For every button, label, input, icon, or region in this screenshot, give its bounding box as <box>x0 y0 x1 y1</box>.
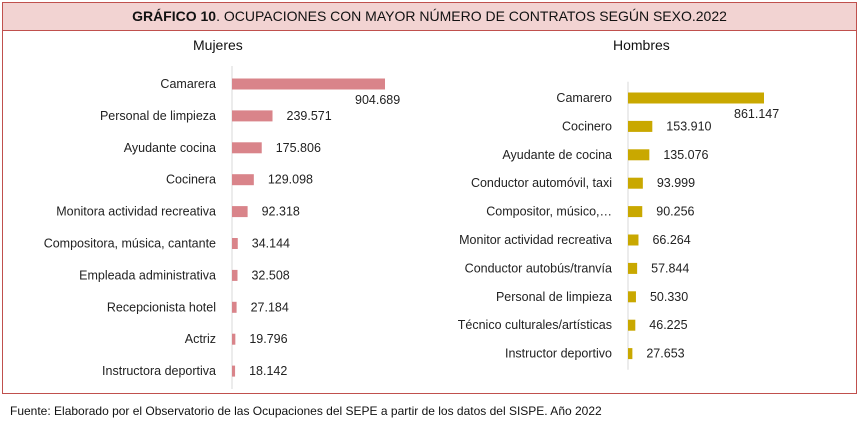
bar-charts: Camarera 904.689 Personal de limpieza 239.5… <box>44 66 779 390</box>
mujeres-value-label-8: 19.796 <box>249 332 287 346</box>
hombres-value-label-4: 90.256 <box>656 205 694 219</box>
chart-title: GRÁFICO 10. OCUPACIONES CON MAYOR NÚMERO… <box>3 3 856 31</box>
mujeres-category-label-9: Instructora deportiva <box>102 364 216 378</box>
hombres-bar-5 <box>628 234 639 246</box>
hombres-panel-title: Hombres <box>613 37 670 53</box>
mujeres-category-label-1: Personal de limpieza <box>100 109 216 123</box>
mujeres-category-label-7: Recepcionista hotel <box>107 300 216 314</box>
hombres-category-label-9: Instructor deportivo <box>505 347 612 361</box>
mujeres-category-label-2: Ayudante cocina <box>124 141 216 155</box>
hombres-category-label-8: Técnico culturales/artísticas <box>458 318 612 332</box>
mujeres-category-label-8: Actriz <box>185 332 216 346</box>
hombres-bar-6 <box>628 262 638 274</box>
hombres-value-label-8: 46.225 <box>649 318 687 332</box>
mujeres-bar-7 <box>232 301 237 313</box>
mujeres-bar-5 <box>232 238 238 249</box>
hombres-bar-8 <box>628 319 636 331</box>
mujeres-value-label-3: 129.098 <box>268 173 313 187</box>
mujeres-bar-3 <box>232 174 254 186</box>
mujeres-bar-9 <box>232 365 236 377</box>
hombres-value-label-2: 135.076 <box>663 148 708 162</box>
hombres-bar-3 <box>628 177 643 189</box>
mujeres-category-label-3: Cocinera <box>166 173 216 187</box>
hombres-bar-1 <box>628 120 653 132</box>
mujeres-bar-0 <box>232 78 385 90</box>
mujeres-value-label-5: 34.144 <box>252 237 290 251</box>
title-rest: . OCUPACIONES CON MAYOR NÚMERO DE CONTRA… <box>216 8 727 24</box>
hombres-bar-2 <box>628 149 650 161</box>
mujeres-panel-title: Mujeres <box>193 37 243 53</box>
hombres-category-label-3: Conductor automóvil, taxi <box>471 176 612 190</box>
mujeres-category-label-6: Empleada administrativa <box>79 268 216 282</box>
hombres-value-label-0: 861.147 <box>734 107 779 121</box>
mujeres-bar-1 <box>232 110 273 122</box>
hombres-bar-9 <box>628 348 633 360</box>
hombres-category-label-1: Cocinero <box>562 119 612 133</box>
mujeres-value-label-0: 904.689 <box>355 93 400 107</box>
mujeres-value-label-9: 18.142 <box>249 364 287 378</box>
mujeres-value-label-1: 239.571 <box>287 109 332 123</box>
chart-frame: GRÁFICO 10. OCUPACIONES CON MAYOR NÚMERO… <box>2 2 857 394</box>
mujeres-value-label-4: 92.318 <box>262 205 300 219</box>
mujeres-bar-4 <box>232 206 248 218</box>
hombres-category-label-7: Personal de limpieza <box>496 290 612 304</box>
hombres-bar-0 <box>628 92 764 104</box>
title-bold: GRÁFICO 10 <box>132 8 217 24</box>
mujeres-category-label-5: Compositora, música, cantante <box>44 237 216 251</box>
hombres-value-label-7: 50.330 <box>650 290 688 304</box>
mujeres-bar-2 <box>232 142 262 154</box>
source-note: Fuente: Elaborado por el Observatorio de… <box>10 404 602 418</box>
hombres-bar-4 <box>628 206 643 218</box>
hombres-value-label-9: 27.653 <box>646 347 684 361</box>
hombres-bar-7 <box>628 291 636 303</box>
mujeres-bar-6 <box>232 269 238 281</box>
hombres-value-label-3: 93.999 <box>657 176 695 190</box>
mujeres-bar-8 <box>232 333 236 345</box>
mujeres-value-label-2: 175.806 <box>276 141 321 155</box>
hombres-category-label-6: Conductor autobús/tranvía <box>465 261 612 275</box>
hombres-category-label-4: Compositor, músico,… <box>486 205 612 219</box>
mujeres-value-label-6: 32.508 <box>251 268 289 282</box>
panel-headers: Mujeres Hombres <box>3 31 856 61</box>
hombres-value-label-1: 153.910 <box>666 119 711 133</box>
mujeres-value-label-7: 27.184 <box>251 300 289 314</box>
hombres-value-label-5: 66.264 <box>652 233 690 247</box>
mujeres-category-label-0: Camarera <box>160 77 216 91</box>
hombres-category-label-0: Camarero <box>556 91 612 105</box>
mujeres-category-label-4: Monitora actividad recreativa <box>56 205 216 219</box>
hombres-value-label-6: 57.844 <box>651 261 689 275</box>
hombres-category-label-2: Ayudante de cocina <box>502 148 612 162</box>
hombres-category-label-5: Monitor actividad recreativa <box>459 233 612 247</box>
